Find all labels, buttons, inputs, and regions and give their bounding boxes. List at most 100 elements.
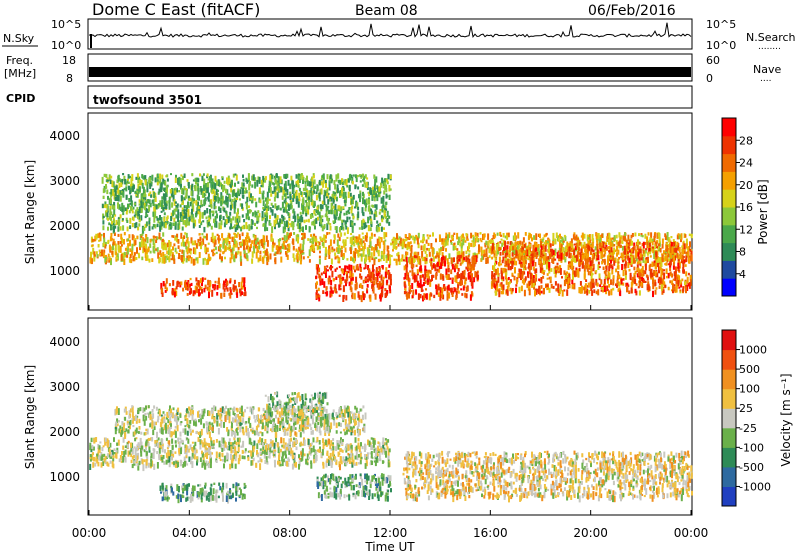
heatmap-cell-power-data-1 <box>238 282 241 288</box>
heatmap-cell-power-data-4 <box>530 265 533 270</box>
heatmap-cell-power-data-5 <box>289 193 292 200</box>
heatmap-cell-power-data-4 <box>647 245 650 248</box>
heatmap-cell-power-data-5 <box>135 225 138 228</box>
heatmap-cell-power-data-5 <box>301 198 304 205</box>
heatmap-cell-power-data-2 <box>346 265 349 270</box>
heatmap-cell-power-data-5 <box>287 221 290 228</box>
heatmap-cell-power-data-5 <box>308 226 311 233</box>
heatmap-cell-power-data-5 <box>156 223 159 228</box>
heatmap-cell-power-data-2 <box>315 289 318 293</box>
heatmap-cell-power-data-0 <box>533 235 536 240</box>
colorbar-tick-label: 12 <box>739 223 753 236</box>
heatmap-cell-power-data-2 <box>324 268 326 273</box>
heatmap-cell-power-data-4 <box>589 267 592 270</box>
heatmap-cell-power-data-5 <box>182 188 185 195</box>
heatmap-cell-power-data-4 <box>633 266 636 271</box>
heatmap-cell-power-data-5 <box>231 179 233 186</box>
heatmap-cell-power-data-5 <box>238 225 240 229</box>
heatmap-cell-power-data-0 <box>643 250 646 257</box>
heatmap-cell-power-data-5 <box>133 214 136 218</box>
heatmap-cell-power-data-3 <box>406 275 409 281</box>
heatmap-cell-power-data-2 <box>360 275 363 280</box>
heatmap-cell-power-data-2 <box>348 281 351 287</box>
heatmap-cell-power-data-5 <box>212 195 215 202</box>
heatmap-cell-power-data-3 <box>467 255 470 258</box>
colorbar-tick-label: 4 <box>739 268 746 281</box>
heatmap-cell-power-data-4 <box>629 272 632 280</box>
heatmap-cell-power-data-4 <box>496 243 499 251</box>
heatmap-cell-power-data-4 <box>628 257 631 263</box>
heatmap-cell-power-data-2 <box>381 279 384 285</box>
heatmap-cell-power-data-5 <box>304 181 307 184</box>
heatmap-cell-power-data-5 <box>150 194 153 198</box>
heatmap-cell-power-data-5 <box>172 210 175 217</box>
heatmap-cell-power-data-4 <box>534 241 537 249</box>
heatmap-cell-power-data-5 <box>323 201 326 206</box>
heatmap-cell-power-data-5 <box>237 208 239 215</box>
heatmap-cell-power-data-0 <box>112 241 115 246</box>
heatmap-cell-power-data-0 <box>583 241 586 247</box>
heatmap-cell-power-data-5 <box>295 189 298 197</box>
heatmap-cell-power-data-5 <box>134 223 137 229</box>
heatmap-cell-power-data-0 <box>603 253 606 257</box>
heatmap-cell-power-data-4 <box>579 252 582 257</box>
heatmap-cell-power-data-0 <box>235 240 238 248</box>
heatmap-cell-power-data-5 <box>178 190 181 193</box>
heatmap-cell-power-data-3 <box>443 260 446 264</box>
heatmap-cell-power-data-0 <box>213 253 216 256</box>
heatmap-cell-power-data-5 <box>365 225 368 228</box>
heatmap-cell-power-data-4 <box>653 269 656 277</box>
heatmap-cell-power-data-0 <box>421 251 424 258</box>
heatmap-cell-power-data-4 <box>588 257 591 261</box>
heatmap-cell-power-data-5 <box>177 215 180 223</box>
heatmap-cell-power-data-5 <box>346 227 349 234</box>
heatmap-cell-power-data-0 <box>90 258 93 264</box>
heatmap-cell-power-data-3 <box>415 292 418 295</box>
heatmap-cell-power-data-5 <box>173 208 176 215</box>
heatmap-cell-power-data-0 <box>557 237 560 242</box>
heatmap-cell-power-data-4 <box>687 272 690 276</box>
heatmap-cell-power-data-4 <box>546 287 549 291</box>
heatmap-cell-power-data-3 <box>437 292 440 297</box>
heatmap-cell-power-data-0 <box>382 258 385 261</box>
heatmap-cell-power-data-5 <box>208 204 211 207</box>
heatmap-cell-power-data-4 <box>590 260 593 267</box>
heatmap-cell-power-data-4 <box>538 260 541 264</box>
heatmap-cell-power-data-5 <box>251 212 254 217</box>
heatmap-cell-power-data-2 <box>359 283 362 289</box>
heatmap-cell-power-data-5 <box>347 209 350 213</box>
heatmap-cell-power-data-4 <box>637 252 640 257</box>
heatmap-cell-power-data-0 <box>316 244 319 251</box>
heatmap-cell-power-data-5 <box>271 209 274 216</box>
heatmap-cell-power-data-4 <box>638 241 641 245</box>
heatmap-cell-power-data-5 <box>195 211 198 215</box>
heatmap-cell-power-data-0 <box>608 254 611 257</box>
heatmap-cell-power-data-0 <box>485 249 488 255</box>
heatmap-cell-power-data-0 <box>258 257 261 261</box>
heatmap-cell-power-data-0 <box>190 248 193 251</box>
heatmap-cell-power-data-4 <box>507 263 510 270</box>
heatmap-cell-power-data-0 <box>217 235 220 242</box>
heatmap-cell-power-data-4 <box>591 290 594 296</box>
heatmap-cell-power-data-5 <box>193 198 196 201</box>
heatmap-cell-power-data-4 <box>637 255 640 260</box>
heatmap-cell-power-data-4 <box>580 260 583 265</box>
heatmap-cell-power-data-2 <box>316 293 319 296</box>
heatmap-cell-power-data-5 <box>132 184 135 189</box>
heatmap-cell-power-data-5 <box>163 217 166 222</box>
heatmap-cell-power-data-5 <box>295 174 298 179</box>
heatmap-cell-power-data-0 <box>91 238 94 242</box>
heatmap-cell-power-data-5 <box>248 191 251 198</box>
heatmap-cell-power-data-5 <box>247 178 250 183</box>
heatmap-cell-power-data-0 <box>103 232 105 240</box>
heatmap-cell-power-data-5 <box>180 216 183 222</box>
heatmap-cell-power-data-5 <box>166 178 169 182</box>
heatmap-cell-power-data-4 <box>569 243 572 247</box>
heatmap-cell-power-data-0 <box>239 242 242 246</box>
heatmap-cell-power-data-0 <box>246 258 249 262</box>
heatmap-cell-power-data-0 <box>595 232 598 240</box>
heatmap-cell-power-data-5 <box>262 223 265 227</box>
heatmap-cell-power-data-3 <box>465 266 468 270</box>
heatmap-cell-power-data-5 <box>181 202 184 205</box>
heatmap-cell-power-data-5 <box>113 185 116 193</box>
